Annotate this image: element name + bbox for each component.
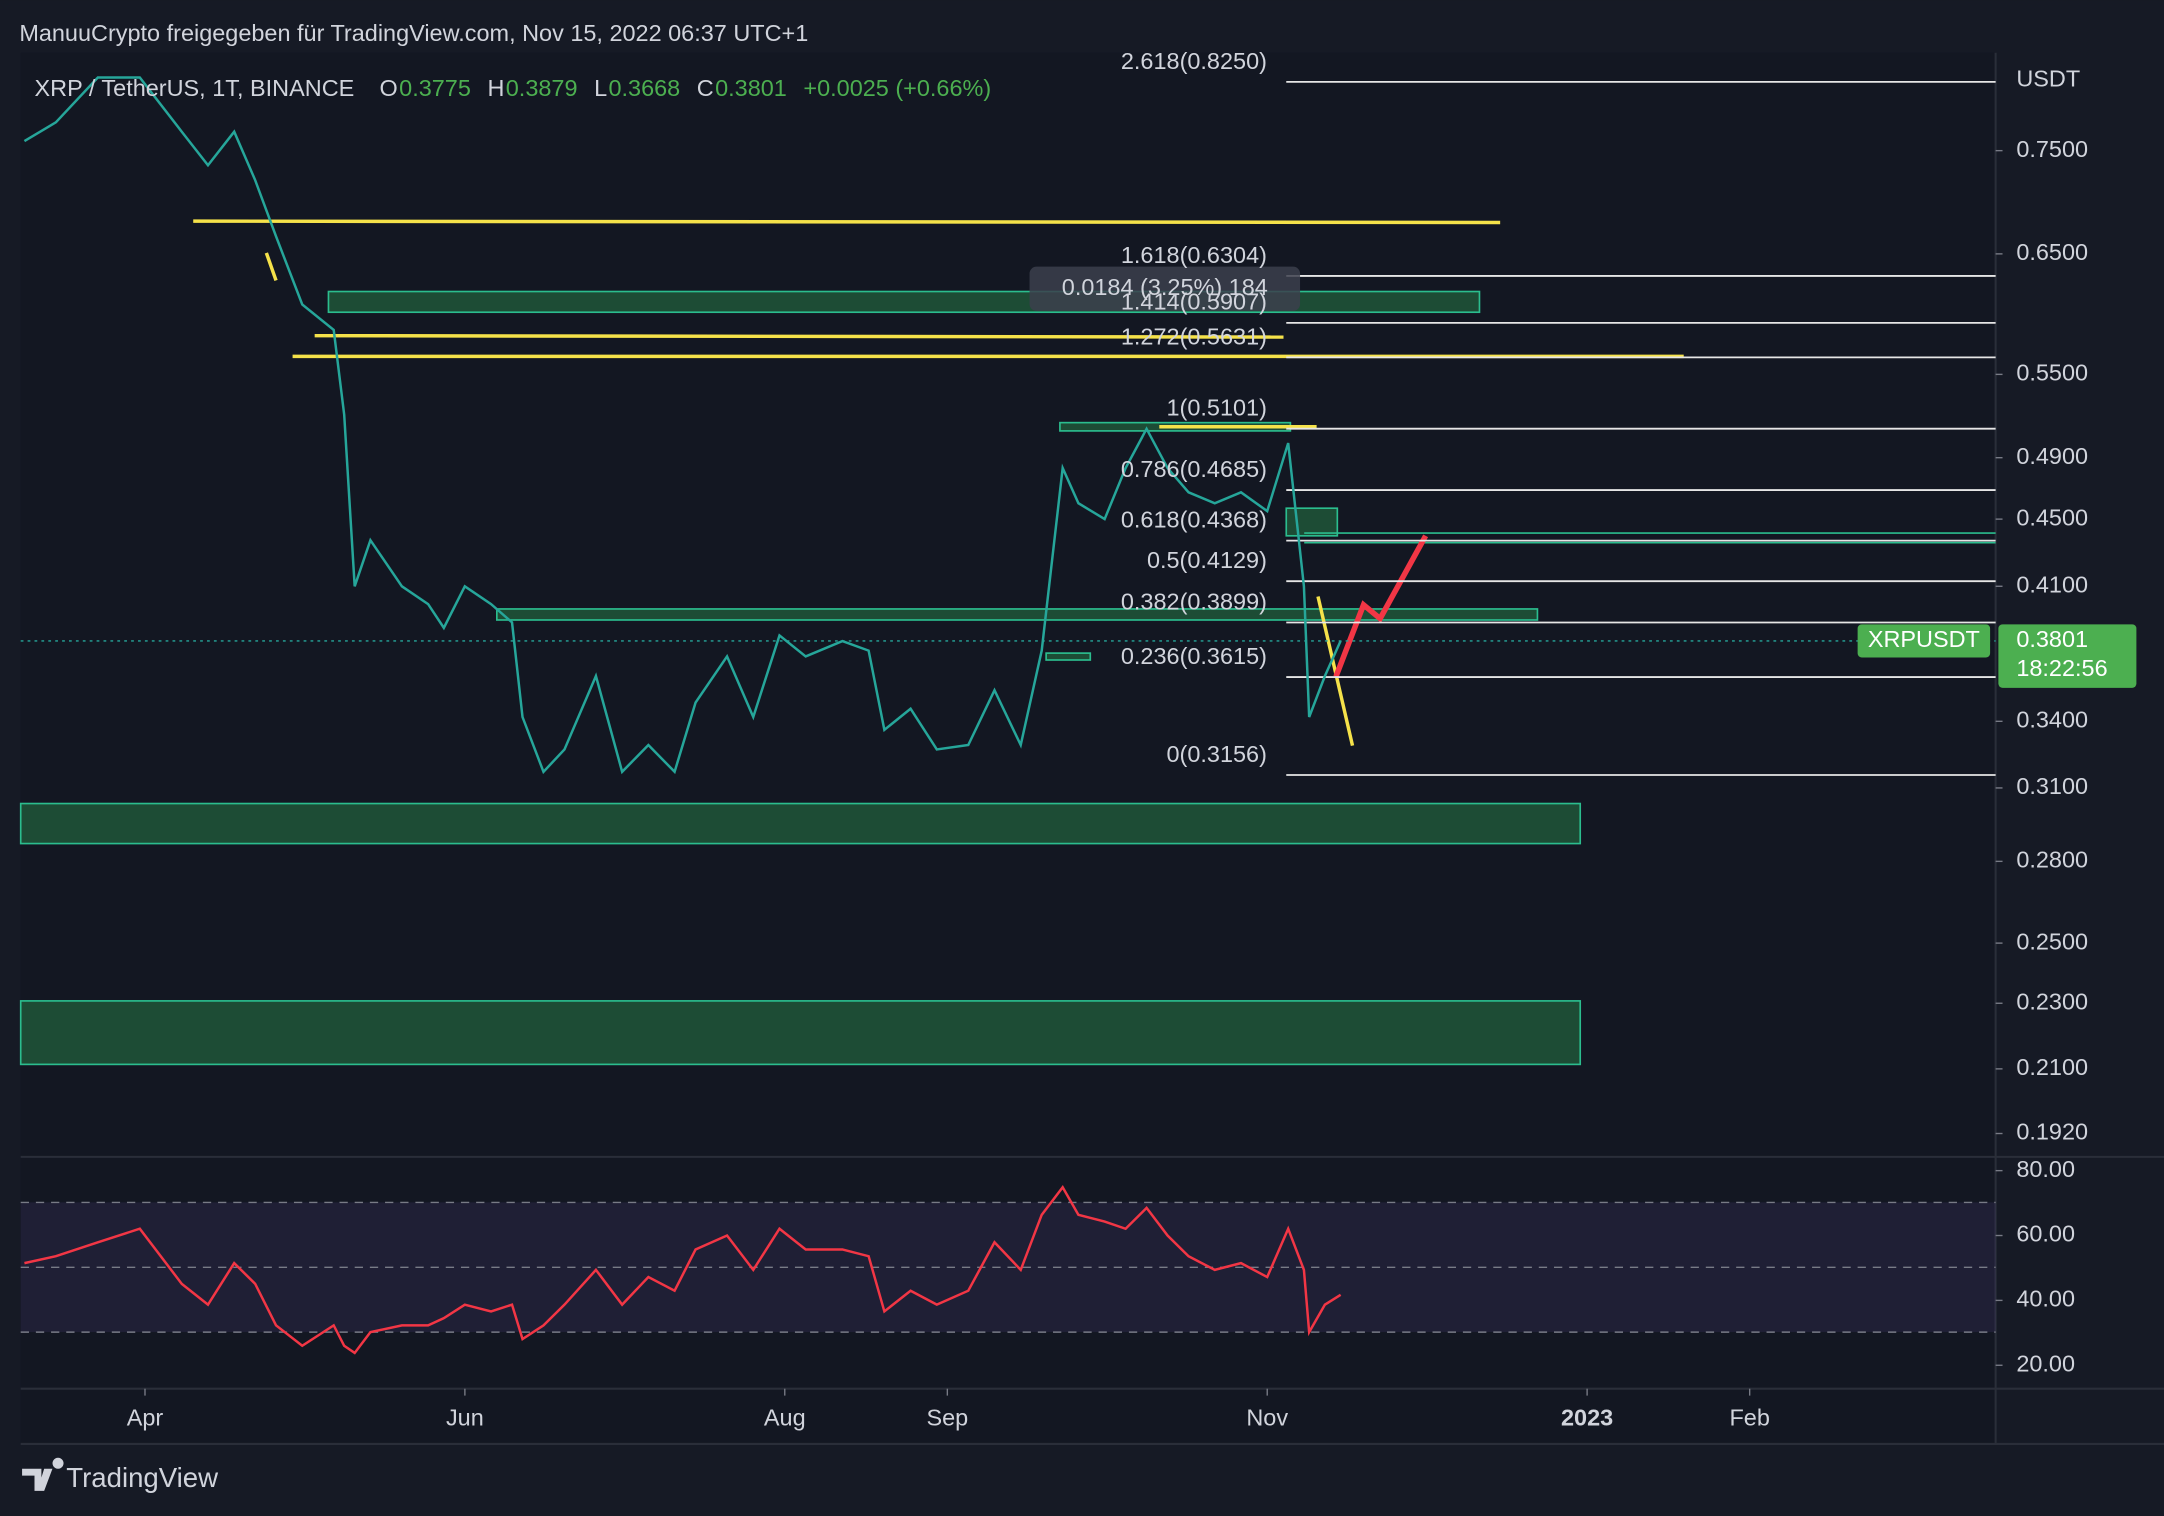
x-tick-label: Aug — [764, 1404, 806, 1430]
symbol-tag-label: XRPUSDT — [1868, 626, 1980, 652]
price-tag-label: 0.3801 — [2016, 626, 2088, 652]
y-tick-label: 0.3400 — [2016, 707, 2088, 733]
ohlc-value: 0.3801 — [715, 75, 787, 101]
y-tick-label: 0.2800 — [2016, 847, 2088, 873]
rsi-levels — [20, 1201, 1996, 1333]
y-tick-label: 0.1920 — [2016, 1119, 2088, 1145]
ohlc-key: H — [487, 75, 504, 101]
ohlc-key: C — [697, 75, 714, 101]
y-tick-label: 0.4500 — [2016, 504, 2088, 530]
ohlc-key: L — [594, 75, 607, 101]
symbol: XRP / TetherUS, 1T, BINANCE — [35, 75, 355, 101]
countdown: 18:22:56 — [2016, 655, 2107, 681]
author-line: ManuuCrypto freigegeben für TradingView.… — [19, 20, 808, 46]
measure-box — [1029, 266, 1301, 311]
symbol-tag — [1857, 624, 1991, 658]
y-tick-label: 20.00 — [2016, 1350, 2075, 1376]
logo — [22, 1457, 64, 1491]
y-tick-label: 0.7500 — [2016, 136, 2088, 162]
fib-label: 1.272(0.5631) — [1121, 323, 1267, 349]
fib-label: 0.618(0.4368) — [1121, 506, 1267, 532]
ohlc-value: 0.3668 — [608, 75, 680, 101]
ohlc-value: 0.3775 — [399, 75, 471, 101]
y-tick-label: 0.6500 — [2016, 239, 2088, 265]
fib-label: 1.414(0.5907) — [1121, 289, 1267, 315]
ohlc-key: O — [380, 75, 398, 101]
y-tick-label: 0.3100 — [2016, 773, 2088, 799]
x-tick-label: Apr — [127, 1404, 164, 1430]
fib-label: 0.5(0.4129) — [1147, 547, 1267, 573]
price-tag — [1998, 624, 2137, 688]
fib-label: 2.618(0.8250) — [1121, 48, 1267, 74]
brand: TradingView — [66, 1462, 218, 1493]
y-tick-label: 40.00 — [2016, 1286, 2075, 1312]
change: +0.0025 (+0.66%) — [803, 75, 991, 101]
fib-label: 0(0.3156) — [1167, 741, 1267, 767]
fib-label: 1(0.5101) — [1167, 395, 1267, 421]
axis-unit: USDT — [2016, 66, 2080, 92]
y-tick-label: 0.2500 — [2016, 928, 2088, 954]
x-tick-label: 2023 — [1561, 1404, 1613, 1430]
fib-label: 1.618(0.6304) — [1121, 242, 1267, 268]
y-tick-label: 0.2100 — [2016, 1054, 2088, 1080]
x-tick-label: Sep — [926, 1404, 968, 1430]
series-line — [23, 76, 1342, 775]
plot-area — [20, 52, 1996, 1444]
fib-label: 0.382(0.3899) — [1121, 588, 1267, 614]
x-tick-label: Nov — [1246, 1404, 1288, 1430]
ohlc: O 0.3775 H 0.3879 L 0.3668 C 0.3801 +0.0025 (+0.… — [380, 75, 992, 101]
ohlc-value: 0.3879 — [506, 75, 578, 101]
series-line — [24, 1184, 1342, 1355]
y-tick-label: 0.4100 — [2016, 571, 2088, 597]
measure-label: 0.0184 (3.25%) 184 — [1062, 274, 1268, 300]
fib-label: 0.786(0.4685) — [1121, 456, 1267, 482]
y-tick-label: 60.00 — [2016, 1221, 2075, 1247]
x-tick-label: Jun — [446, 1404, 484, 1430]
y-tick-label: 0.5500 — [2016, 360, 2088, 386]
y-tick-label: 0.4900 — [2016, 443, 2088, 469]
fib-label: 0.236(0.3615) — [1121, 643, 1267, 669]
y-tick-label: 80.00 — [2016, 1156, 2075, 1182]
x-tick-label: Feb — [1729, 1404, 1769, 1430]
y-tick-label: 0.2300 — [2016, 988, 2088, 1014]
